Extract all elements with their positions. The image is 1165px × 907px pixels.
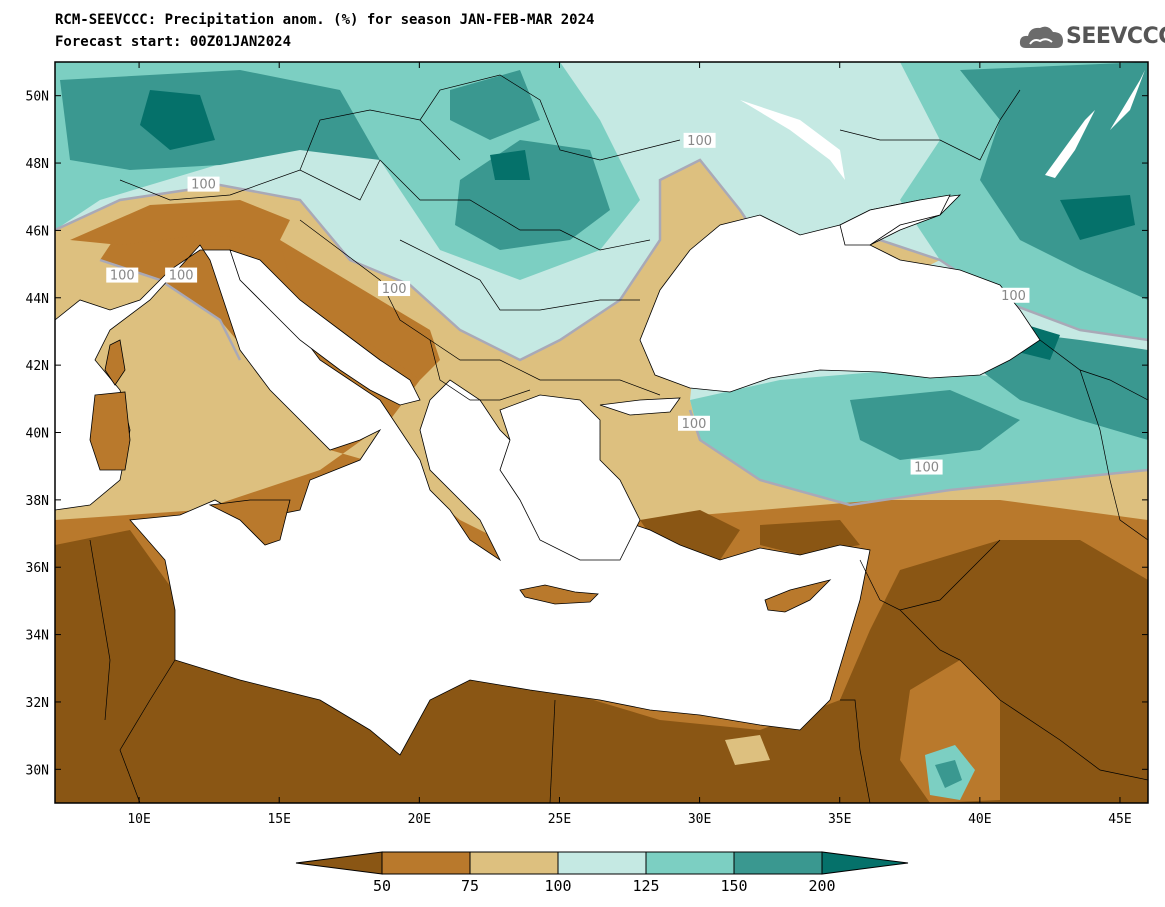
- field-verywet-germany: [60, 70, 380, 170]
- field-verywet-poland: [450, 70, 540, 140]
- sea-azov: [839, 194, 951, 246]
- contour-100-north: [55, 158, 1148, 362]
- field-missing-streak-1: [740, 100, 845, 180]
- axis-ticks: 10E 15E 20E 25E 30E 35E 40E 45E 30N 32N 34N 36N 38N 4…: [26, 62, 1148, 827]
- sea-marmara: [599, 397, 681, 416]
- colorbar-label: 200: [808, 877, 835, 895]
- colorbar-label: 125: [632, 877, 659, 895]
- colorbar-segment: [733, 851, 823, 875]
- contour-label: 100: [165, 267, 198, 284]
- field-verywet-anatolia: [850, 390, 1020, 460]
- cloud-logo-icon: [1019, 26, 1063, 48]
- colorbar-arrow-high: [821, 851, 909, 875]
- chart-subtitle: Forecast start: 00Z01JAN2024: [55, 34, 292, 50]
- colorbar-segment: [557, 851, 647, 875]
- field-dry-balkans: [280, 240, 440, 380]
- seevccc-logo: SEEVCCC: [1018, 20, 1165, 60]
- field-missing-streak-2: [1045, 110, 1095, 178]
- x-tick-label: 40E: [968, 812, 991, 827]
- map-field: [55, 62, 1148, 803]
- sea-black-sea: [639, 194, 1041, 393]
- field-extremewet-pannonia: [490, 150, 530, 180]
- colorbar-arrow-low: [295, 851, 383, 875]
- x-tick-label: 20E: [408, 812, 431, 827]
- contour-label-bg: [165, 267, 198, 283]
- contour-label: 100: [187, 176, 220, 193]
- contour-label-text: 100: [169, 269, 194, 284]
- island-cyprus: [764, 579, 832, 613]
- contour-label-text: 100: [687, 134, 712, 149]
- colorbar-label: 150: [720, 877, 747, 895]
- contour-label-bg: [677, 415, 710, 431]
- colorbar-label: 100: [544, 877, 571, 895]
- y-tick-label: 32N: [26, 696, 49, 711]
- contour-label-text: 100: [191, 178, 216, 193]
- contour-label-text: 100: [382, 282, 407, 297]
- y-tick-label: 48N: [26, 157, 49, 172]
- contour-label: 100: [677, 415, 710, 432]
- contour-label: 100: [683, 132, 716, 149]
- contour-label-bg: [187, 176, 220, 192]
- y-tick-label: 44N: [26, 292, 49, 307]
- contour-label: 100: [378, 281, 411, 297]
- contour-label-text: 100: [682, 417, 707, 432]
- contour-label-bg: [683, 132, 716, 148]
- country-borders: [89, 74, 1148, 803]
- x-tick-label: 35E: [828, 812, 851, 827]
- island-sicily: [208, 499, 291, 546]
- y-tick-label: 36N: [26, 561, 49, 576]
- x-tick-label: 45E: [1108, 812, 1131, 827]
- island-corsica: [104, 339, 126, 386]
- field-extremewet-ukraine: [1060, 195, 1135, 240]
- field-dry-alps: [70, 200, 290, 245]
- contour-label-bg: [106, 267, 139, 283]
- y-tick-label: 30N: [26, 763, 49, 778]
- contour-labels: 100 100 100 100 100 100 100 100: [106, 132, 1030, 476]
- contour-label-text: 100: [1001, 289, 1026, 304]
- x-tick-label: 25E: [548, 812, 571, 827]
- contour-100-anatolia: [688, 409, 1148, 507]
- y-tick-label: 40N: [26, 427, 49, 442]
- y-tick-label: 42N: [26, 359, 49, 374]
- field-verywet-russia: [960, 62, 1148, 300]
- contour-label-bg: [997, 287, 1030, 303]
- chart-title: RCM-SEEVCCC: Precipitation anom. (%) for…: [55, 12, 595, 28]
- island-crete: [519, 584, 599, 605]
- contour-label-bg: [910, 459, 943, 475]
- field-dry-arabia: [900, 660, 1000, 803]
- field-verywet-caucasus: [980, 330, 1148, 440]
- field-extremewet-germany: [140, 90, 215, 150]
- contour-label-bg: [378, 281, 411, 297]
- x-tick-label: 30E: [688, 812, 711, 827]
- colorbar-label: 75: [461, 877, 479, 895]
- y-tick-label: 34N: [26, 629, 49, 644]
- field-verywet-arabia-spot: [935, 760, 962, 788]
- field-slightlydry-egypt: [725, 735, 770, 765]
- logo-text: SEEVCCC: [1066, 24, 1165, 49]
- colorbar-segment: [645, 851, 735, 875]
- contour-label: 100: [910, 459, 943, 476]
- contour-label-text: 100: [914, 461, 939, 476]
- contour-label-text: 100: [110, 269, 135, 284]
- x-tick-label: 10E: [127, 812, 150, 827]
- y-tick-label: 50N: [26, 90, 49, 105]
- sea-mediterranean: [55, 244, 871, 756]
- y-tick-label: 38N: [26, 494, 49, 509]
- island-sardinia: [89, 391, 131, 471]
- colorbar: 50 75 100 125 150 200: [295, 851, 909, 895]
- contour-label: 100: [997, 287, 1030, 304]
- field-verydry-africa: [55, 530, 1148, 803]
- colorbar-segment: [469, 851, 559, 875]
- sea-aegean: [499, 394, 641, 561]
- sea-adriatic: [229, 249, 421, 406]
- y-tick-label: 46N: [26, 224, 49, 239]
- colorbar-label: 50: [373, 877, 391, 895]
- x-tick-label: 15E: [267, 812, 290, 827]
- contour-label: 100: [106, 267, 139, 284]
- colorbar-segment: [381, 851, 471, 875]
